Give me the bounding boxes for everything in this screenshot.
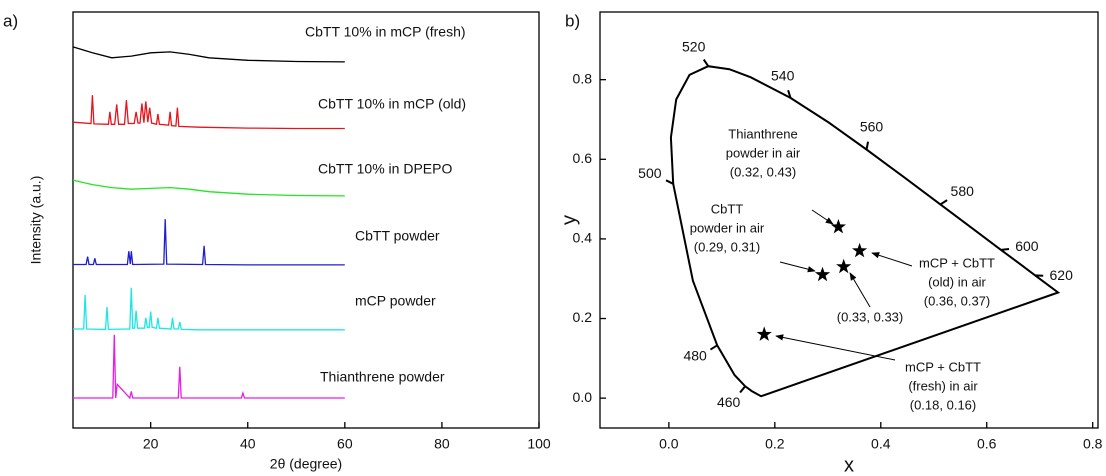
point-annotation: (0.29, 0.31): [694, 239, 761, 254]
trace: [73, 334, 345, 400]
star-marker: [814, 266, 831, 282]
series-label: CbTT 10% in DPEPO: [318, 161, 452, 177]
x-tick-label: 80: [434, 436, 450, 452]
series-label: CbTT 10% in mCP (fresh): [305, 24, 466, 40]
y-tick-label: 0.2: [573, 309, 593, 325]
trace: [73, 287, 345, 331]
trace: [72, 179, 345, 197]
wavelength-tick: [665, 179, 674, 185]
point-annotation: (fresh) in air: [908, 378, 978, 393]
x-tick-label: 20: [143, 436, 159, 452]
panel-label: a): [3, 11, 18, 30]
y-tick-label: 0.4: [573, 230, 593, 246]
panel-label: b): [565, 11, 580, 30]
annotation-arrow: [849, 272, 871, 308]
trace: [72, 46, 345, 63]
point-annotation: (old) in air: [928, 274, 986, 289]
point-annotation: Thianthrene: [728, 126, 797, 141]
point-annotation: (0.33, 0.33): [837, 309, 904, 324]
point-annotation: powder in air: [726, 145, 801, 160]
star-marker: [852, 242, 868, 258]
wavelength-tick: [709, 344, 718, 351]
annotation-arrow: [779, 261, 816, 273]
series-label: mCP powder: [355, 293, 436, 309]
x-tick-label: 0.4: [871, 436, 891, 452]
wavelength-label: 540: [771, 68, 795, 84]
y-axis-label: y: [558, 215, 580, 225]
point-annotation: mCP + CbTT: [919, 255, 995, 270]
point-annotation: CbTT: [711, 201, 744, 216]
y-tick-label: 0.6: [573, 150, 593, 166]
series-label: CbTT powder: [355, 228, 440, 244]
x-axis-label: x: [844, 454, 854, 476]
x-tick-label: 60: [337, 436, 353, 452]
x-axis-label: 2θ (degree): [270, 456, 342, 472]
annotation-arrow: [811, 209, 834, 225]
wavelength-tick: [702, 59, 710, 67]
x-tick-label: 0.6: [977, 436, 997, 452]
x-tick-label: 40: [240, 436, 256, 452]
annotation-arrow: [775, 334, 896, 361]
series-label: CbTT 10% in mCP (old): [318, 96, 466, 112]
wavelength-tick: [1000, 248, 1010, 251]
star-marker: [756, 326, 772, 341]
series-label: Thianthrene powder: [320, 369, 445, 385]
wavelength-tick: [787, 89, 792, 99]
point-annotation: (0.36, 0.37): [924, 293, 991, 308]
plot-frame: [599, 11, 1099, 429]
x-tick-label: 0.0: [659, 436, 679, 452]
point-annotation: mCP + CbTT: [905, 359, 981, 374]
wavelength-label: 580: [951, 183, 975, 199]
wavelength-tick: [939, 199, 948, 206]
wavelength-label: 620: [1050, 267, 1074, 283]
annotation-arrow: [871, 252, 913, 267]
point-annotation: powder in air: [690, 220, 765, 235]
star-marker: [836, 258, 852, 274]
x-tick-label: 100: [527, 436, 551, 452]
wavelength-label: 560: [860, 119, 884, 135]
wavelength-label: 460: [717, 394, 741, 410]
wavelength-label: 500: [638, 165, 662, 181]
x-tick-label: 0.8: [1083, 436, 1103, 452]
y-tick-label: 0.8: [573, 70, 593, 86]
wavelength-tick: [739, 385, 746, 394]
y-axis-label: Intensity (a.u.): [28, 176, 44, 265]
point-annotation: (0.18, 0.16): [910, 397, 977, 412]
plot-frame: [72, 11, 540, 429]
wavelength-tick: [865, 141, 870, 150]
star-marker: [830, 219, 846, 234]
wavelength-label: 600: [1015, 238, 1039, 254]
point-annotation: (0.32, 0.43): [730, 164, 797, 179]
wavelength-label: 480: [683, 348, 707, 364]
trace: [72, 95, 345, 130]
trace: [73, 219, 345, 266]
x-tick-label: 0.2: [765, 436, 785, 452]
y-tick-label: 0.0: [573, 389, 593, 405]
wavelength-label: 520: [682, 39, 706, 55]
